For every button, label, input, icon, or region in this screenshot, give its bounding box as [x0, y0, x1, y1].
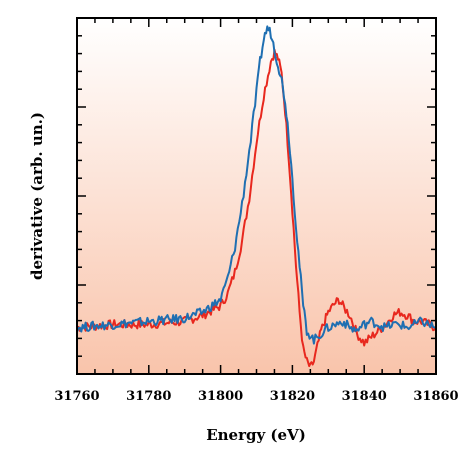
x-tick-label: 31860: [413, 389, 458, 404]
x-tick-label: 31840: [342, 389, 387, 404]
series-layer: [77, 25, 436, 368]
series-line-1: [77, 48, 436, 368]
x-tick-label: 31780: [126, 389, 171, 404]
ticks-layer: 31760 31780 31800 31820 31840 31860: [54, 17, 459, 404]
y-axis-label: derivative (arb. un.): [28, 112, 46, 280]
x-tick-label: 31760: [54, 389, 99, 404]
x-tick-label: 31800: [198, 389, 243, 404]
x-axis-label: Energy (eV): [206, 426, 306, 444]
series-line-2: [77, 25, 436, 345]
x-tick-label: 31820: [270, 389, 315, 404]
plot-background: [77, 18, 436, 374]
